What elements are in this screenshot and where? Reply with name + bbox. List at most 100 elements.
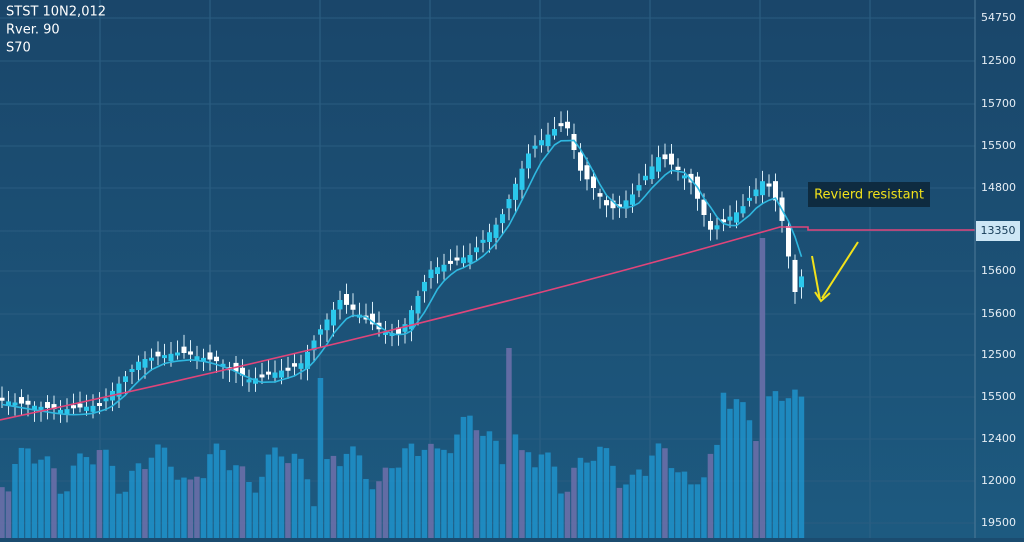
volume-bar	[779, 400, 785, 538]
candle-body	[311, 340, 317, 351]
candle-body	[415, 296, 421, 314]
candle-body	[558, 123, 564, 127]
candle-body	[708, 220, 713, 230]
volume-bar	[415, 455, 421, 538]
volume-bar	[155, 444, 161, 538]
volume-bar	[512, 434, 519, 538]
candle-body	[51, 404, 57, 409]
candle-body	[246, 379, 252, 383]
candle-body	[734, 212, 739, 223]
volume-bar	[90, 464, 96, 538]
candle-body	[272, 372, 278, 378]
volume-bar	[142, 469, 148, 538]
candle-body	[578, 152, 583, 171]
candle-body	[610, 200, 616, 209]
candle-body	[84, 406, 89, 411]
candle-body	[519, 168, 525, 190]
candle-body	[324, 319, 330, 331]
candle-body	[747, 197, 752, 201]
volume-bar	[727, 408, 733, 538]
candle-body	[194, 356, 200, 361]
volume-bar	[246, 482, 252, 538]
volume-bar	[31, 463, 38, 538]
volume-bar	[376, 481, 382, 538]
volume-bar	[220, 450, 226, 538]
volume-bars	[0, 238, 805, 538]
axis-label: 12000	[981, 474, 1016, 487]
volume-bar	[688, 484, 694, 538]
volume-bar	[662, 448, 668, 538]
axis-label: 15600	[981, 307, 1016, 320]
volume-bar	[259, 476, 265, 538]
header-line: Rver. 90	[6, 23, 60, 38]
candle-body	[669, 153, 674, 165]
volume-bar	[785, 398, 792, 538]
candle-body	[402, 324, 408, 332]
candle-body	[630, 194, 635, 205]
candle-body	[175, 352, 180, 356]
candle-body	[285, 367, 291, 371]
candle-body	[266, 371, 271, 375]
volume-bar	[25, 448, 31, 538]
volume-bar	[486, 431, 493, 538]
grid	[0, 0, 975, 538]
price-axis: 54750 12500 15700 15500 14800 13350 15600 15600…	[976, 11, 1020, 529]
volume-bar	[441, 449, 447, 538]
header-line: STST 10N2,012	[6, 5, 106, 20]
volume-bar	[753, 441, 759, 538]
volume-bar	[746, 420, 753, 538]
axis-label: 15500	[981, 139, 1016, 152]
candle-body	[727, 216, 733, 221]
volume-bar	[454, 434, 460, 538]
volume-bar	[603, 448, 610, 538]
candle-body	[162, 355, 167, 359]
volume-bar	[597, 446, 603, 538]
candle-body	[422, 281, 427, 292]
volume-bar	[473, 430, 480, 538]
volume-bar	[51, 468, 57, 538]
candle-body	[71, 405, 76, 409]
candle-body	[136, 361, 141, 371]
volume-bar	[265, 454, 272, 538]
volume-bar	[493, 440, 499, 538]
annotation-text: Revierd resistant	[814, 188, 924, 203]
candle-body	[344, 294, 349, 305]
candle-body	[428, 269, 434, 279]
axis-label: 15600	[981, 264, 1016, 277]
candle-body	[682, 175, 687, 179]
volume-bar	[733, 399, 740, 538]
candle-body	[513, 183, 518, 200]
volume-bar	[83, 457, 90, 538]
volume-bar	[161, 447, 168, 538]
candle-body	[636, 185, 642, 191]
volume-bar	[675, 472, 681, 538]
volume-bar	[356, 455, 363, 538]
candle-body	[435, 267, 440, 274]
candle-body	[337, 300, 343, 310]
volume-bar	[668, 468, 675, 538]
volume-bar	[330, 455, 337, 538]
volume-bar	[324, 459, 330, 538]
candle-body	[90, 405, 96, 412]
candle-body	[675, 166, 681, 170]
volume-bar	[109, 465, 116, 538]
candle-body	[292, 363, 297, 367]
volume-bar	[187, 479, 194, 538]
volume-bar	[304, 479, 311, 538]
candle-body	[220, 363, 226, 367]
candle-body	[19, 397, 24, 404]
candle-body	[604, 200, 609, 206]
candle-body	[532, 145, 538, 149]
price-tag	[976, 221, 1020, 241]
volume-bar	[460, 416, 467, 538]
volume-bar	[64, 491, 70, 538]
candle-body	[584, 165, 590, 180]
volume-bar	[44, 456, 51, 538]
volume-bar	[389, 468, 395, 538]
candle-body	[617, 204, 622, 208]
candle-body	[474, 247, 479, 253]
header: STST 10N2,012 Rver. 90 S70	[6, 5, 106, 56]
candle-body	[500, 214, 505, 224]
candle-body	[643, 175, 648, 181]
